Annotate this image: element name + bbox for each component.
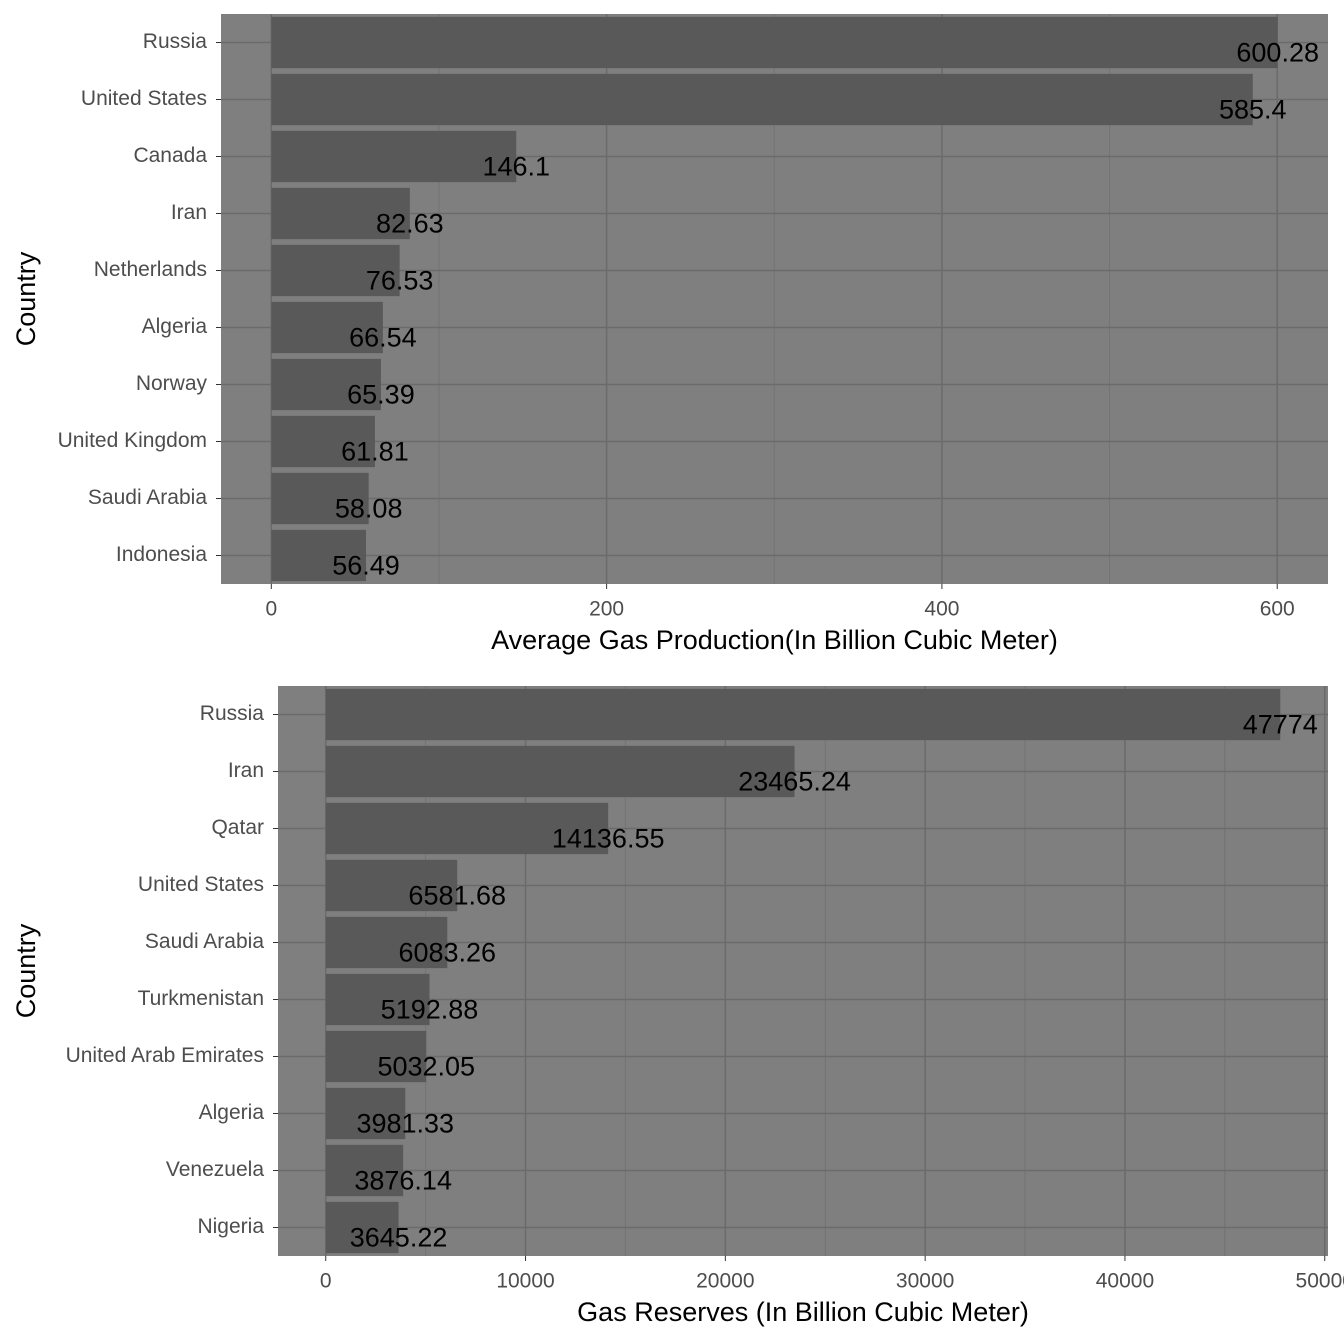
bar xyxy=(325,916,448,969)
data-label: 3876.14 xyxy=(354,1166,452,1196)
x-axis-title: Gas Reserves (In Billion Cubic Meter) xyxy=(577,1297,1029,1327)
bar xyxy=(271,415,375,468)
x-tick-label: 200 xyxy=(589,598,624,621)
y-tick-label: Turkmenistan xyxy=(138,987,264,1010)
y-tick-label: Iran xyxy=(228,759,264,782)
bar xyxy=(325,1030,427,1083)
x-tick-label: 0 xyxy=(265,598,277,621)
x-tick-label: 10000 xyxy=(496,1270,554,1293)
bar xyxy=(271,187,410,240)
bar xyxy=(271,130,517,183)
x-tick-label: 40000 xyxy=(1096,1270,1154,1293)
data-label: 6581.68 xyxy=(408,881,506,911)
y-tick-label: Qatar xyxy=(211,816,264,839)
y-tick-label: Norway xyxy=(136,372,208,395)
x-tick-label: 600 xyxy=(1260,598,1295,621)
x-axis-title: Average Gas Production(In Billion Cubic … xyxy=(491,625,1058,655)
bar xyxy=(271,358,381,411)
bar xyxy=(325,1201,399,1254)
y-tick-label: Saudi Arabia xyxy=(145,930,264,953)
bar xyxy=(325,802,609,855)
y-tick-label: Algeria xyxy=(142,315,208,338)
data-label: 23465.24 xyxy=(738,767,851,797)
x-tick-label: 0 xyxy=(320,1270,332,1293)
data-label: 585.4 xyxy=(1219,95,1287,125)
bar xyxy=(325,1087,406,1140)
y-tick-label: United States xyxy=(138,873,264,896)
y-axis-title: Country xyxy=(11,251,41,346)
y-axis-title: Country xyxy=(11,923,41,1018)
y-tick-label: Nigeria xyxy=(197,1215,264,1238)
data-label: 146.1 xyxy=(482,152,550,182)
bar xyxy=(271,73,1253,126)
data-label: 5032.05 xyxy=(377,1052,475,1082)
data-label: 14136.55 xyxy=(552,824,665,854)
data-label: 47774 xyxy=(1243,710,1318,740)
data-label: 5192.88 xyxy=(381,995,479,1025)
data-label: 3981.33 xyxy=(356,1109,454,1139)
y-tick-label: Iran xyxy=(171,201,207,224)
x-tick-label: 50000 xyxy=(1296,1270,1344,1293)
y-tick-label: United States xyxy=(81,87,207,110)
bar xyxy=(325,973,430,1026)
x-tick-label: 30000 xyxy=(896,1270,954,1293)
data-label: 600.28 xyxy=(1236,38,1319,68)
bar xyxy=(325,745,795,798)
data-label: 65.39 xyxy=(347,380,415,410)
x-tick-label: 400 xyxy=(924,598,959,621)
data-label: 66.54 xyxy=(349,323,417,353)
bar xyxy=(325,1144,404,1197)
bar xyxy=(271,244,400,297)
data-label: 82.63 xyxy=(376,209,444,239)
y-tick-label: Russia xyxy=(200,702,265,725)
data-label: 76.53 xyxy=(366,266,434,296)
bar xyxy=(325,688,1281,741)
data-label: 56.49 xyxy=(332,551,400,581)
bar xyxy=(271,16,1278,69)
data-label: 6083.26 xyxy=(398,938,496,968)
y-tick-label: Venezuela xyxy=(166,1158,264,1181)
data-label: 3645.22 xyxy=(350,1223,448,1253)
bar xyxy=(325,859,458,912)
y-tick-label: Algeria xyxy=(199,1101,265,1124)
bar xyxy=(271,472,369,525)
x-tick-label: 20000 xyxy=(696,1270,754,1293)
data-label: 58.08 xyxy=(335,494,403,524)
data-label: 61.81 xyxy=(341,437,409,467)
y-tick-label: Netherlands xyxy=(94,258,207,281)
y-tick-label: Saudi Arabia xyxy=(88,486,207,509)
bar xyxy=(271,529,367,582)
bar xyxy=(271,301,383,354)
y-tick-label: United Kingdom xyxy=(58,429,207,452)
y-tick-label: Russia xyxy=(143,30,208,53)
y-tick-label: Indonesia xyxy=(116,543,207,566)
y-tick-label: United Arab Emirates xyxy=(66,1044,264,1067)
y-tick-label: Canada xyxy=(133,144,207,167)
